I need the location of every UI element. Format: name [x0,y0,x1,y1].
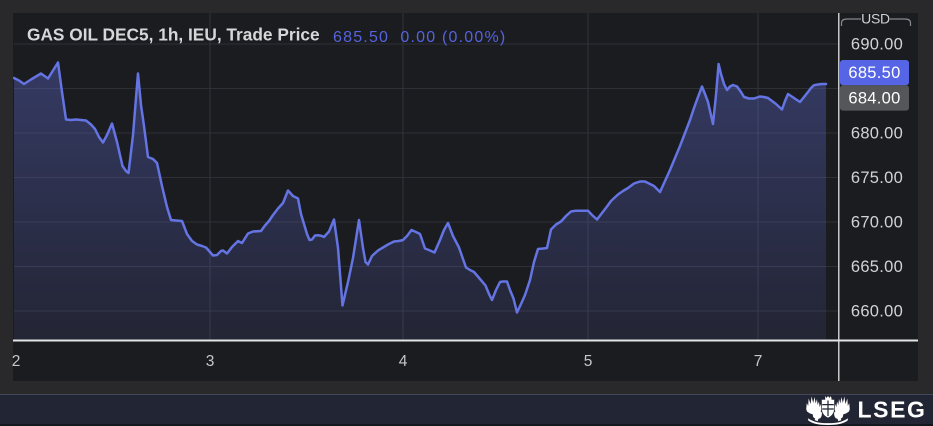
svg-text:685.50: 685.50 [848,64,900,82]
svg-text:2: 2 [12,353,21,370]
svg-text:LSEG: LSEG [858,397,927,423]
svg-text:690.00: 690.00 [851,36,903,54]
svg-text:680.00: 680.00 [851,125,903,143]
svg-text:670.00: 670.00 [851,214,903,232]
svg-text:5: 5 [584,353,593,370]
svg-text:3: 3 [206,353,215,370]
svg-text:GAS OIL DEC5, 1h, IEU, Trade P: GAS OIL DEC5, 1h, IEU, Trade Price [27,25,320,45]
svg-text:4: 4 [399,353,408,370]
svg-text:675.00: 675.00 [851,169,903,187]
svg-text:665.00: 665.00 [851,258,903,276]
svg-text:USD: USD [861,11,890,27]
svg-text:660.00: 660.00 [851,303,903,321]
svg-text:684.00: 684.00 [848,89,900,107]
svg-text:685.50 0.00 (0.00%): 685.50 0.00 (0.00%) [333,29,506,46]
svg-text:7: 7 [754,353,763,370]
